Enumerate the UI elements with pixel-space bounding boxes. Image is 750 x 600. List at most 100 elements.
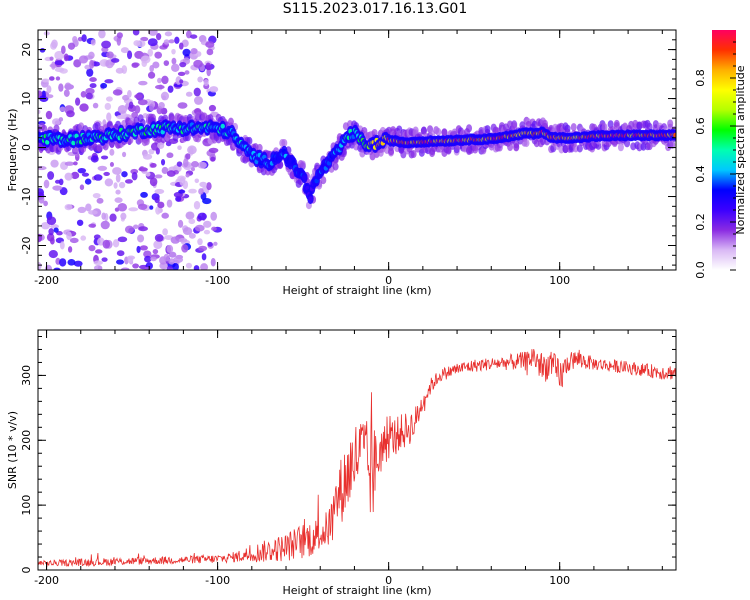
heatmap-noise-blob: [163, 253, 170, 262]
heatmap-noise-blob: [148, 148, 155, 155]
heatmap-noise-blob: [43, 200, 48, 207]
heatmap-noise-blob: [190, 48, 198, 55]
heatmap-noise-blob: [38, 109, 41, 115]
heatmap-noise-blob: [109, 162, 114, 167]
heatmap-noise-blob: [156, 33, 162, 41]
heatmap-ridge-core: [220, 123, 225, 129]
heatmap-noise-blob: [118, 181, 126, 189]
heatmap-noise-blob: [160, 158, 166, 166]
heatmap-noise-blob: [39, 48, 46, 53]
heatmap-noise-blob: [152, 248, 159, 255]
heatmap-noise-blob: [90, 39, 96, 46]
heatmap-halo-blob: [299, 160, 306, 169]
panel2-x-tick-label: -200: [34, 574, 59, 587]
heatmap-noise-blob: [116, 32, 123, 39]
heatmap-halo-blob: [624, 139, 631, 148]
heatmap-noise-blob: [122, 94, 130, 101]
panel1-y-tick-label: 0: [20, 144, 33, 151]
heatmap-noise-blob: [209, 86, 219, 93]
heatmap-halo-blob: [513, 143, 520, 152]
colorbar-tick-label: 0.4: [694, 165, 707, 183]
heatmap-noise-blob: [79, 184, 85, 191]
heatmap-noise-blob: [98, 30, 106, 39]
heatmap-noise-blob: [157, 201, 165, 209]
heatmap-noise-blob: [67, 259, 76, 266]
heatmap-noise-blob: [89, 83, 97, 89]
heatmap-noise-blob: [127, 50, 133, 60]
panel1-x-tick-label: -200: [34, 274, 59, 287]
heatmap-noise-blob: [193, 59, 203, 68]
heatmap-noise-blob: [103, 171, 110, 176]
heatmap-noise-blob: [101, 212, 106, 220]
heatmap-noise-blob: [182, 48, 191, 57]
heatmap-noise-blob: [90, 155, 99, 163]
heatmap-noise-blob: [93, 260, 103, 265]
heatmap-halo-blob: [613, 119, 620, 128]
heatmap-noise-blob: [51, 39, 58, 49]
heatmap-halo-blob: [143, 137, 150, 146]
heatmap-noise-blob: [50, 159, 59, 168]
heatmap-noise-blob: [72, 35, 78, 43]
heatmap-noise-blob: [93, 174, 103, 181]
heatmap-noise-blob: [147, 38, 158, 47]
heatmap-noise-blob: [134, 105, 141, 114]
heatmap-noise-blob: [157, 77, 162, 84]
heatmap-noise-blob: [46, 85, 52, 94]
heatmap-halo-blob: [646, 122, 653, 131]
heatmap-noise-blob: [38, 262, 42, 270]
heatmap-noise-blob: [117, 236, 128, 243]
heatmap-noise-blob: [120, 212, 127, 220]
heatmap-noise-blob: [163, 39, 170, 45]
heatmap-noise-blob: [124, 225, 135, 234]
heatmap-noise-blob: [67, 42, 76, 50]
heatmap-noise-blob: [49, 76, 55, 81]
heatmap-noise-blob: [117, 202, 128, 212]
colorbar: [712, 30, 736, 270]
panel1-y-tick-label: -20: [20, 237, 33, 255]
heatmap-noise-blob: [79, 103, 89, 112]
heatmap-noise-blob: [181, 244, 189, 253]
heatmap-halo-blob: [541, 119, 548, 128]
heatmap-noise-blob: [59, 241, 65, 250]
colorbar-label: Normalized spectral amplitude: [734, 65, 747, 234]
heatmap-noise-blob: [78, 55, 89, 64]
heatmap-noise-blob: [171, 48, 176, 55]
heatmap-noise-blob: [132, 30, 140, 36]
heatmap-noise-blob: [66, 231, 72, 241]
heatmap-noise-blob: [64, 82, 72, 91]
heatmap-noise-blob: [185, 153, 191, 160]
heatmap-noise-blob: [154, 51, 163, 59]
heatmap-noise-blob: [54, 60, 65, 66]
heatmap-noise-blob: [210, 211, 218, 221]
panel2-x-tick-label: -100: [205, 574, 230, 587]
heatmap-noise-blob: [112, 89, 123, 96]
heatmap-noise-blob: [138, 226, 148, 232]
heatmap-noise-blob: [158, 102, 165, 109]
heatmap-noise-blob: [182, 227, 193, 236]
heatmap-noise-blob: [183, 158, 189, 168]
heatmap-noise-blob: [171, 57, 177, 65]
heatmap-noise-blob: [197, 238, 203, 246]
heatmap-noise-blob: [173, 256, 184, 263]
heatmap-noise-blob: [178, 237, 188, 243]
heatmap-noise-blob: [167, 85, 174, 93]
heatmap-noise-blob: [143, 250, 152, 258]
heatmap-noise-blob: [193, 265, 200, 270]
heatmap-noise-blob: [161, 75, 169, 85]
heatmap-noise-blob: [64, 172, 73, 181]
heatmap-ridge-core: [673, 132, 676, 138]
heatmap-noise-blob: [77, 206, 87, 214]
heatmap-noise-blob: [185, 91, 193, 97]
heatmap-noise-blob: [168, 39, 175, 44]
heatmap-noise-blob: [203, 229, 211, 235]
heatmap-noise-blob: [77, 167, 87, 174]
heatmap-noise-blob: [153, 240, 163, 250]
heatmap-noise-blob: [161, 166, 169, 175]
heatmap-noise-blob: [197, 76, 203, 83]
heatmap-noise-blob: [188, 233, 196, 239]
heatmap-halo-blob: [412, 126, 419, 135]
heatmap-noise-blob: [63, 89, 70, 97]
panel1-y-axis-label: Frequency (Hz): [6, 109, 19, 192]
heatmap-noise-blob: [213, 241, 218, 246]
heatmap-noise-blob: [205, 41, 215, 48]
